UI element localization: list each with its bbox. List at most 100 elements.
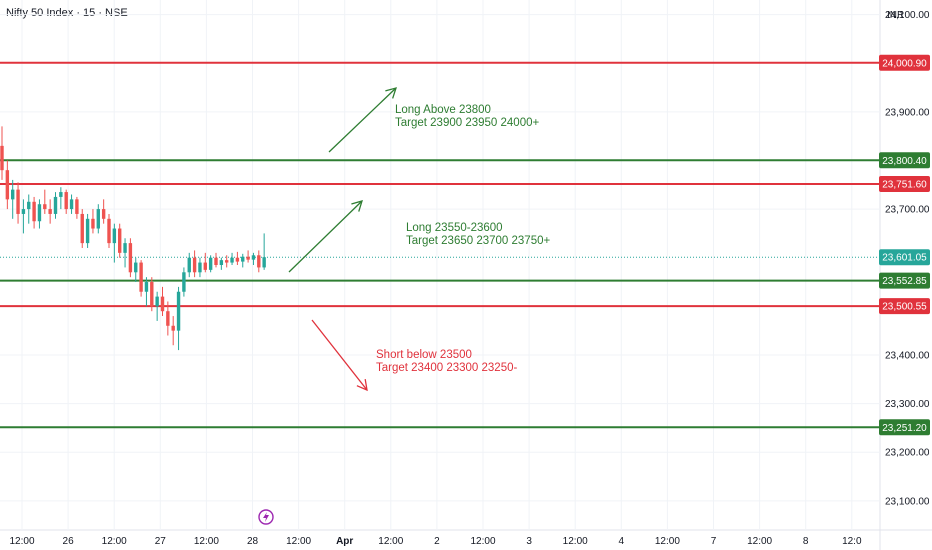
x-tick-label: 12:00 bbox=[378, 536, 403, 547]
x-tick-label: 12:00 bbox=[563, 536, 588, 547]
candle-body bbox=[107, 218, 111, 244]
candle-body bbox=[241, 256, 245, 262]
candle-body bbox=[75, 199, 79, 214]
price-axis: 24,100.00 23,900.00 23,700.00 23,400.00 23,3… bbox=[879, 10, 930, 507]
candle-body bbox=[150, 282, 154, 307]
price-tag-label: 23,800.40 bbox=[882, 156, 927, 167]
annotation-text: Short below 23500 bbox=[376, 349, 472, 361]
x-tick-label: 26 bbox=[63, 536, 75, 547]
candle-body bbox=[128, 243, 133, 273]
chart-title: Nifty 50 Index · 15 · NSE bbox=[6, 7, 128, 19]
price-tag-label: 23,251.20 bbox=[882, 423, 927, 434]
candle-body bbox=[219, 260, 224, 265]
candle-body bbox=[198, 262, 202, 273]
arrow-head bbox=[356, 379, 368, 392]
annotation-text: Target 23650 23700 23750+ bbox=[406, 235, 550, 247]
price-tag bbox=[879, 152, 930, 169]
y-tick-label: 23,200.00 bbox=[885, 448, 930, 459]
candle-body bbox=[96, 209, 100, 229]
annotation-text: Target 23400 23300 23250- bbox=[376, 362, 517, 374]
x-tick-label: 12:00 bbox=[9, 536, 34, 547]
arrow-head bbox=[385, 87, 397, 99]
x-tick-label: 8 bbox=[803, 536, 809, 547]
candle-body bbox=[16, 189, 20, 214]
x-tick-label: 27 bbox=[155, 536, 167, 547]
candle-body bbox=[59, 192, 63, 197]
candle-body bbox=[160, 296, 165, 312]
current-price-tag bbox=[879, 249, 930, 266]
candle-body bbox=[69, 199, 74, 210]
price-tag-label: 23,751.60 bbox=[882, 179, 927, 190]
x-tick-label: 12:0 bbox=[842, 536, 862, 547]
price-tag-label: 23,552.85 bbox=[882, 276, 927, 287]
candle-body bbox=[176, 291, 181, 331]
candle-body bbox=[0, 145, 4, 171]
candle-body bbox=[214, 257, 218, 265]
candle-body bbox=[5, 170, 10, 200]
price-tag bbox=[879, 272, 930, 289]
candle-body bbox=[182, 272, 186, 292]
y-tick-label: 23,900.00 bbox=[885, 107, 930, 118]
candle-body bbox=[262, 257, 266, 268]
event-marker bbox=[258, 509, 274, 525]
x-tick-label: 12:00 bbox=[194, 536, 219, 547]
lightning-icon bbox=[263, 512, 269, 522]
candle-body bbox=[246, 256, 250, 260]
candle-body bbox=[53, 196, 58, 214]
candle-body bbox=[166, 311, 170, 326]
annotation-text: Long Above 23800 bbox=[395, 104, 491, 116]
candle-body bbox=[32, 201, 36, 222]
candle-body bbox=[123, 243, 127, 253]
candle-body bbox=[11, 189, 15, 200]
arrow-head bbox=[351, 200, 363, 212]
x-tick-label: 12:00 bbox=[286, 536, 311, 547]
arrows bbox=[288, 87, 397, 392]
candle-body bbox=[203, 262, 207, 270]
candle-body bbox=[101, 209, 106, 219]
candle-body bbox=[187, 257, 191, 273]
x-tick-label: Apr bbox=[336, 536, 353, 547]
candle-body bbox=[144, 282, 149, 292]
x-tick-label: 12:00 bbox=[102, 536, 127, 547]
candle-body bbox=[112, 228, 117, 244]
candle-body bbox=[134, 262, 138, 273]
candle-body bbox=[139, 262, 143, 292]
y-tick-label: 23,700.00 bbox=[885, 205, 930, 216]
candle-body bbox=[230, 257, 234, 263]
price-tag bbox=[879, 298, 930, 315]
candle-body bbox=[171, 325, 175, 331]
x-tick-label: 28 bbox=[247, 536, 259, 547]
candle-body bbox=[251, 255, 256, 260]
x-tick-label: 2 bbox=[434, 536, 440, 547]
arrow-shaft bbox=[288, 200, 363, 273]
x-tick-label: 12:00 bbox=[655, 536, 680, 547]
current-price-label: 23,601.05 bbox=[882, 253, 927, 264]
candle-body bbox=[64, 192, 68, 210]
price-tag-label: 23,500.55 bbox=[882, 302, 927, 313]
annotation-text: Target 23900 23950 24000+ bbox=[395, 117, 539, 129]
candle-body bbox=[37, 204, 42, 222]
arrow-shaft bbox=[328, 87, 397, 153]
time-axis: 12:00 26 12:00 27 12:00 28 12:00 Apr 12:00 2 12:00… bbox=[9, 536, 861, 547]
x-tick-label: 12:00 bbox=[747, 536, 772, 547]
x-tick-label: 12:00 bbox=[470, 536, 495, 547]
price-tag bbox=[879, 419, 930, 436]
candle-body bbox=[80, 213, 84, 244]
candlesticks bbox=[0, 126, 266, 351]
price-tag bbox=[879, 54, 930, 71]
y-tick-label: 24,100.00 bbox=[885, 10, 930, 21]
candle-body bbox=[27, 201, 31, 210]
candle-body bbox=[235, 257, 240, 262]
annotation-text: Long 23550-23600 bbox=[406, 222, 503, 234]
x-tick-label: 3 bbox=[526, 536, 532, 547]
candle-body bbox=[192, 257, 197, 273]
candle-body bbox=[21, 209, 26, 214]
candle-body bbox=[43, 204, 47, 210]
candle-body bbox=[155, 296, 159, 307]
price-tag-label: 24,000.90 bbox=[882, 58, 927, 69]
currency-label[interactable]: INR bbox=[887, 10, 905, 21]
candle-body bbox=[48, 209, 52, 214]
